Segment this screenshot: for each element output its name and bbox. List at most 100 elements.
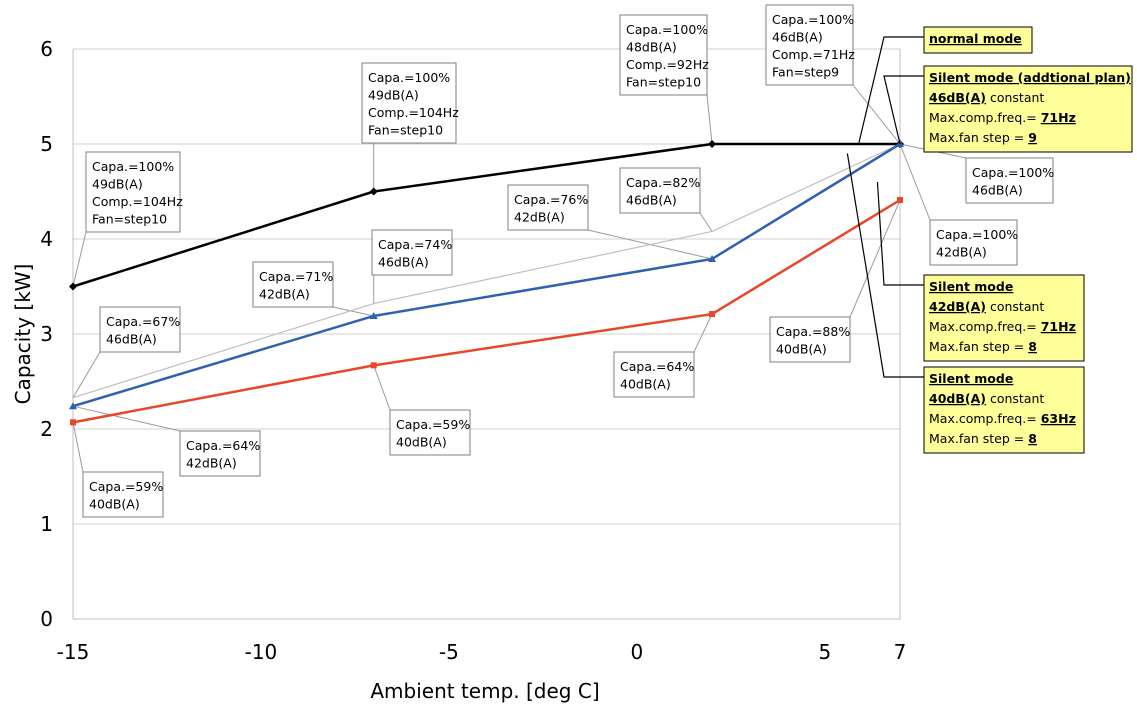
legend-entry: Silent mode 40dB(A) constant Max.comp.freq… [846,153,1085,454]
callout-box: Capa.=100% 48dB(A) Comp.=92Hz Fan=step10 [619,14,709,96]
callout-text: Capa.=59% [89,479,163,494]
legend-detail: 40dB(A) constant [929,391,1044,406]
callout-frame [507,184,589,231]
callout-frame [619,14,708,96]
callout-box: Capa.=59% 40dB(A) [82,471,164,518]
callout-leader [373,365,391,411]
callout-frame [99,306,181,353]
y-tick-label: 6 [40,37,53,61]
legend-leader [876,181,924,286]
callout-box: Capa.=71% 42dB(A) [252,261,334,308]
legend-detail-part: 8 [1028,431,1037,446]
callout-frame [85,151,181,233]
callout-box: Capa.=100% 49dB(A) Comp.=104Hz Fan=step10 [85,151,183,233]
callout-leader [693,313,713,353]
callout-frame [179,430,261,477]
series-line-silent42 [72,142,901,408]
x-tick-label: 0 [630,640,643,664]
callout-box: Capa.=67% 46dB(A) [99,306,181,353]
y-tick-label: 3 [40,322,53,346]
callout-text: 49dB(A) [92,177,143,192]
legend-title: Silent mode (addtional plan) [929,70,1131,85]
callout-box: Capa.=100% 46dB(A) Comp.=71Hz Fan=step9 [765,4,855,86]
callout-frame [619,167,701,214]
legend-title: Silent mode [929,279,1013,294]
axis-ticks: 0 1 2 3 4 5 6 -15 -10 -5 0 5 7 [40,37,906,664]
callout-frame [389,409,471,456]
legend-detail-part: Max.comp.freq.= [929,411,1041,426]
callout-frame [82,471,164,518]
x-tick-label: -15 [57,640,90,664]
callout-leader [852,84,901,145]
callout-text: Capa.=64% [186,438,260,453]
callout-text: 42dB(A) [186,456,237,471]
legend-detail-part: 63Hz [1041,411,1076,426]
callout-box: Capa.=76% 42dB(A) [507,184,589,231]
x-tick-label: -5 [439,640,459,664]
callout-box: Capa.=82% 46dB(A) [619,167,701,214]
point-silent40 [70,419,76,426]
y-tick-label: 4 [40,227,53,251]
callout-text: 46dB(A) [106,332,157,347]
callout-text: 40dB(A) [776,342,827,357]
callout-text: 40dB(A) [89,497,140,512]
callout-box: Capa.=100% 49dB(A) Comp.=104Hz Fan=step10 [361,62,459,144]
point-normal [708,140,717,148]
legend-detail-part: Max.comp.freq.= [929,110,1041,125]
callout-text: Comp.=71Hz [772,47,855,62]
callout-text: 40dB(A) [620,377,671,392]
point-silent40 [897,197,903,204]
callout-box: Capa.=64% 42dB(A) [179,430,261,477]
callout-frame [769,316,851,363]
callout-leader [72,422,84,473]
callout-frame [371,229,453,276]
series-line-silent40 [72,198,901,424]
callout-text: Comp.=104Hz [368,105,459,120]
legend-title: Silent mode [929,371,1013,386]
legend-entry: Silent mode 42dB(A) constant Max.comp.freq… [876,181,1085,362]
callout-leader [849,199,901,318]
callout-frame [252,261,334,308]
callout-box: Capa.=64% 40dB(A) [613,351,695,398]
callout-text: Capa.=100% [92,159,174,174]
callout-text: 46dB(A) [378,255,429,270]
legend-detail-part: Max.comp.freq.= [929,319,1041,334]
callout-text: 48dB(A) [626,40,677,55]
legend-entry: normal mode [858,26,1033,145]
legend-detail: Max.fan step = 8 [929,431,1037,446]
callout-text: 42dB(A) [514,210,565,225]
point-silent40 [709,311,716,318]
callout-text: Fan=step9 [772,65,839,80]
point-silent40 [370,362,377,369]
callout-text: 42dB(A) [259,287,310,302]
x-axis-label: Ambient temp. [deg C] [370,679,599,703]
callout-frame [613,351,695,398]
legend-detail: Max.comp.freq.= 71Hz [929,319,1076,334]
point-normal [69,282,77,291]
legend-detail-part: 71Hz [1041,110,1076,125]
legend-frame [923,65,1133,153]
callout-frame [765,4,854,86]
callout-text: Capa.=100% [368,70,450,85]
y-tick-label: 5 [40,132,53,156]
y-axis-label: Capacity [kW] [11,264,35,405]
point-silent46 [72,396,74,399]
point-silent46 [372,302,375,305]
legend-detail-part: 9 [1028,130,1037,145]
callout-text: Fan=step10 [368,123,443,138]
callout-leader [699,212,713,232]
x-tick-label: 7 [894,640,907,664]
x-tick-label: -10 [245,640,278,664]
series-line-normal [72,142,900,288]
callout-leader [72,405,181,432]
callout-box: Capa.=88% 40dB(A) [769,316,851,363]
legend-detail-part: constant [986,299,1044,314]
legend-detail-part: 71Hz [1041,319,1076,334]
callout-frame [929,219,1018,266]
callout-text: Comp.=104Hz [92,194,183,209]
callout-text: Capa.=76% [514,192,588,207]
callout-frame [361,62,457,144]
legend-leader [846,153,924,378]
legend-detail: 42dB(A) constant [929,299,1044,314]
